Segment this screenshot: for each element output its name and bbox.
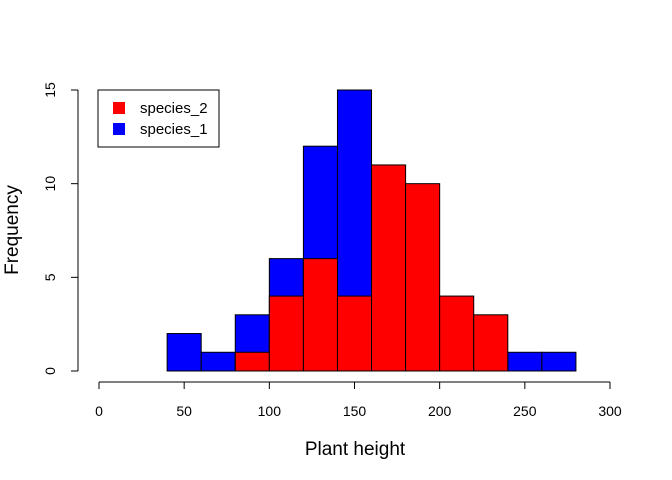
y-axis: 0 5 10 15 — [42, 82, 79, 375]
legend-label-species_1: species_1 — [140, 121, 208, 138]
bar-species_2-160-180 — [371, 164, 407, 372]
bar-species_2-140-160 — [336, 295, 373, 372]
bar-species_2-100-120 — [268, 295, 304, 372]
y-tick-label: 10 — [42, 176, 58, 192]
legend: species_2 species_1 — [97, 89, 220, 148]
y-tick-label: 15 — [42, 82, 58, 98]
bar-species_2-180-200 — [405, 183, 441, 372]
x-axis-title: Plant height — [305, 439, 406, 460]
bar-species_2-80-100 — [234, 351, 270, 372]
x-tick-label: 200 — [428, 403, 452, 419]
bar-species_1-60-80 — [200, 351, 236, 372]
x-tick-label: 300 — [598, 403, 622, 419]
y-axis-title: Frequency — [2, 185, 23, 275]
legend-box — [97, 89, 220, 148]
legend-swatch-species_2 — [113, 102, 125, 114]
x-tick-label: 150 — [343, 403, 367, 419]
bar-species_1-40-60 — [166, 333, 202, 372]
legend-label-species_2: species_2 — [140, 100, 208, 117]
y-tick-label: 0 — [42, 367, 58, 375]
x-tick-label: 50 — [176, 403, 192, 419]
x-tick-label: 0 — [95, 403, 103, 419]
y-tick-label: 5 — [42, 273, 58, 281]
bar-species_1-260-280 — [541, 351, 577, 372]
bar-species_2-220-240 — [473, 314, 509, 372]
legend-swatch-species_1 — [113, 123, 125, 135]
x-axis: 0 50 100 150 200 250 300 — [95, 381, 622, 419]
x-tick-label: 250 — [513, 403, 537, 419]
bars-layer — [166, 89, 577, 372]
bar-species_2-200-220 — [439, 295, 475, 372]
bar-species_1-240-260 — [507, 351, 543, 372]
x-tick-label: 100 — [258, 403, 282, 419]
bar-species_2-120-140 — [302, 258, 338, 372]
